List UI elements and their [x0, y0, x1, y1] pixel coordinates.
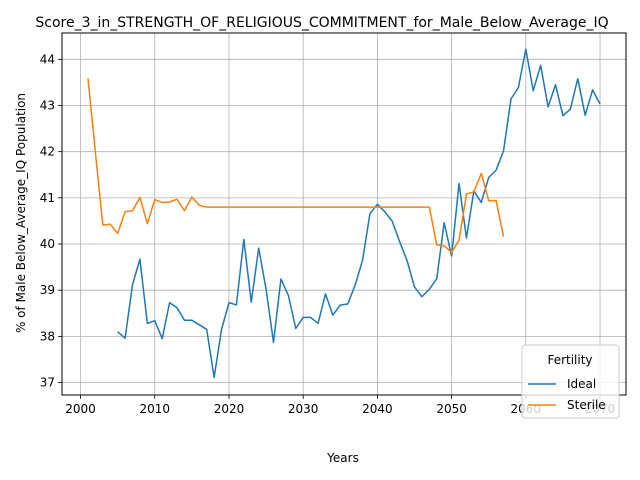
- x-tick-label: 2040: [362, 402, 393, 416]
- x-axis-label: Years: [326, 451, 359, 465]
- legend: Fertility Ideal Sterile: [521, 344, 620, 419]
- y-tick-label: 37: [40, 376, 55, 390]
- series-line-sterile: [87, 78, 505, 254]
- legend-title: Fertility: [547, 353, 592, 367]
- y-tick-label: 38: [40, 329, 55, 343]
- grid-lines: [62, 33, 626, 395]
- chart-title: Score_3_in_STRENGTH_OF_RELIGIOUS_COMMITM…: [35, 15, 608, 31]
- y-tick-label: 39: [40, 283, 55, 297]
- y-axis-label: % of Male Below_Average_IQ Population: [14, 93, 28, 333]
- plot-frame: [61, 32, 627, 396]
- y-tick-label: 41: [40, 191, 55, 205]
- series-line-ideal: [117, 48, 601, 379]
- y-tick-label: 43: [40, 98, 55, 112]
- legend-box: [521, 344, 620, 419]
- x-tick-label: 2030: [288, 402, 319, 416]
- x-tick-label: 2000: [65, 402, 96, 416]
- legend-label-ideal: Ideal: [567, 377, 596, 391]
- x-tick-label: 2010: [139, 402, 170, 416]
- y-tick-label: 40: [40, 237, 55, 251]
- legend-label-sterile: Sterile: [567, 398, 606, 412]
- series-lines: [87, 48, 601, 379]
- x-tick-label: 2050: [436, 402, 467, 416]
- y-tick-label: 44: [40, 52, 55, 66]
- x-tick-label: 2020: [214, 402, 245, 416]
- y-axis-ticks: 37 38 39 40 41 42 43 44: [40, 52, 62, 390]
- y-tick-label: 42: [40, 145, 55, 159]
